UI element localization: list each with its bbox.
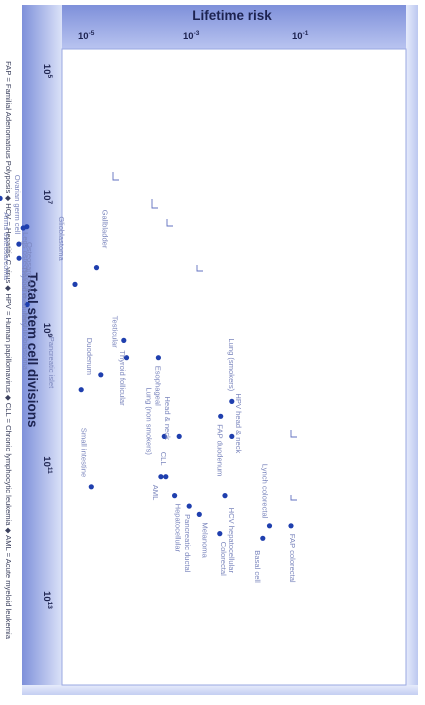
data-point-label: Hepatocellular [174, 504, 183, 553]
data-point-label: HCV hepatocellular [227, 508, 236, 574]
y-tick-label: 1013 [41, 591, 53, 609]
data-point [229, 433, 235, 439]
labels-layer: Pelvis osteosarcomaArms osteosarcomaHead… [2, 175, 297, 583]
data-point [176, 433, 182, 439]
data-point [161, 433, 167, 439]
x-axis-title: Lifetime risk [192, 8, 272, 23]
data-point [266, 523, 273, 529]
data-point [78, 387, 84, 393]
data-point-label: CLL [159, 452, 168, 466]
data-point [222, 493, 228, 499]
data-point-label: Melanoma [200, 522, 209, 558]
data-point-label: Lynch colorectal [261, 464, 270, 519]
data-point-label: Thyroid medullary [20, 266, 29, 327]
data-point [158, 474, 164, 480]
data-point-label: Lung (smokers) [227, 338, 236, 391]
frame-right [406, 5, 418, 695]
data-point [16, 241, 22, 247]
x-tick-label: 10-1 [292, 30, 309, 42]
points-layer [0, 195, 294, 541]
plot-area [61, 48, 407, 686]
data-point [288, 523, 294, 529]
data-point-label: Esophageal [153, 366, 162, 406]
data-point-label: Medulloblastoma [21, 313, 30, 371]
y-tick-label: 109 [41, 323, 53, 338]
data-point [218, 413, 224, 419]
x-tick-labels: 10-5 10-3 10-1 [78, 30, 309, 42]
data-point [196, 511, 202, 517]
leader-lines [112, 172, 297, 501]
data-point-label: Arms osteosarcoma [2, 212, 11, 280]
data-point [123, 355, 130, 361]
data-point [93, 265, 100, 271]
data-point [186, 503, 192, 509]
data-point-label: Legs osteosarcoma [21, 232, 30, 299]
data-point [217, 531, 223, 537]
data-point-label: FAP colorectal [288, 534, 297, 583]
y-tick-label: 105 [41, 64, 53, 79]
data-point-label: FAP duodenum [216, 424, 225, 476]
data-point-label: Pancreatic islet [47, 337, 56, 389]
data-point [72, 281, 78, 287]
data-point [163, 474, 169, 480]
x-tick-label: 10-3 [183, 30, 200, 42]
data-point-label: HPV head & neck [234, 393, 243, 453]
frame-bottom [22, 685, 418, 695]
frame-left [22, 5, 62, 695]
data-point [260, 535, 266, 541]
data-point [121, 337, 127, 343]
data-point-label: AML [151, 485, 160, 501]
frame-top [22, 5, 418, 49]
data-point-label: Head & neck [163, 396, 172, 440]
y-tick-label: 107 [41, 190, 53, 205]
y-tick-labels: 105 107 109 1011 1013 [41, 64, 53, 609]
data-point [16, 255, 22, 261]
data-point-label: Glioblastoma [57, 216, 66, 261]
data-point [172, 493, 178, 499]
data-point-label: Osteosarcoma [25, 242, 34, 292]
data-point [229, 398, 235, 404]
data-point-label: Small intestine [79, 428, 88, 477]
x-tick-label: 10-5 [78, 30, 95, 42]
data-point-label: Basal cell [253, 550, 262, 583]
data-point-label: Pancreatic ductal [183, 514, 192, 573]
footnote: FAP = Familial Adenomatous Polyposis ◆ H… [4, 61, 13, 640]
data-point [98, 372, 104, 378]
data-point-label: Colorectal [219, 542, 228, 576]
data-point-label: Testicular [111, 316, 120, 349]
data-point-label: Gallbladder [101, 210, 110, 249]
data-point [88, 484, 94, 490]
data-point [20, 225, 26, 231]
data-point-label: Thyroid follicular [118, 350, 127, 406]
data-point [0, 195, 3, 201]
data-point [24, 301, 30, 308]
data-point-label: Ovarian germ cell [13, 175, 22, 235]
y-tick-label: 1011 [41, 456, 53, 474]
data-point [155, 355, 161, 361]
data-point-label: Lung (non smokers) [144, 387, 153, 455]
data-point-label: Duodenum [85, 338, 94, 375]
y-axis-title: Total stem cell divisions [25, 272, 40, 427]
